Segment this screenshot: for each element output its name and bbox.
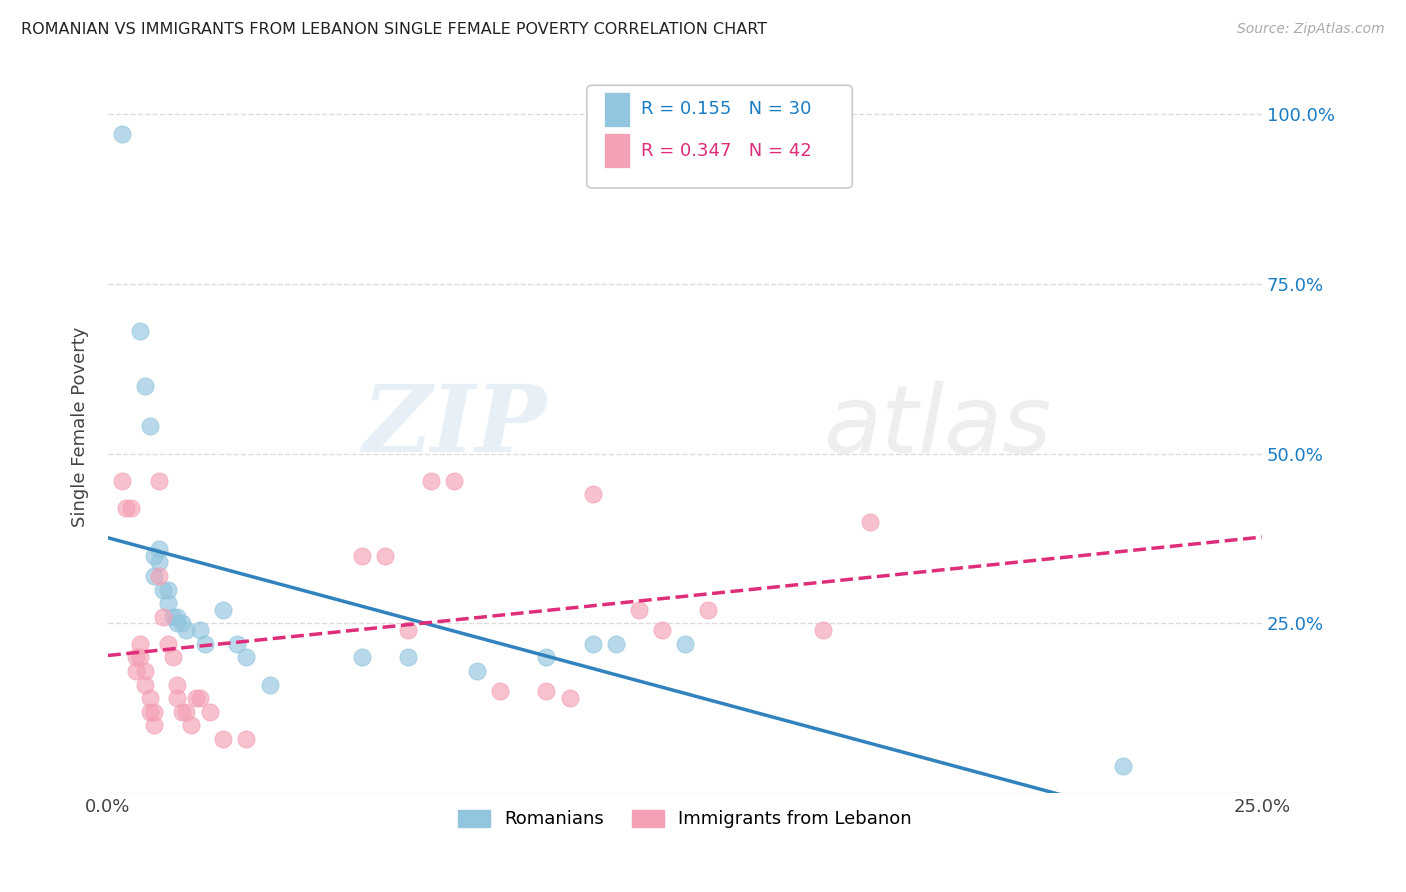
Point (166, 616, 188, 631)
Point (134, 664, 156, 678)
Point (111, 128, 134, 142)
Text: R = 0.347   N = 42: R = 0.347 N = 42 (641, 142, 811, 160)
Point (813, 624, 835, 638)
Point (156, 596, 179, 610)
Point (115, 501, 138, 516)
Point (198, 705, 221, 719)
Point (465, 664, 488, 678)
Point (120, 501, 142, 516)
Text: R = 0.155   N = 30: R = 0.155 N = 30 (641, 101, 811, 119)
Point (673, 637, 696, 651)
Point (582, 487, 605, 501)
Legend: Romanians, Immigrants from Lebanon: Romanians, Immigrants from Lebanon (450, 803, 920, 836)
Point (188, 691, 211, 706)
Point (138, 705, 160, 719)
Point (184, 691, 207, 706)
Point (396, 624, 419, 638)
Point (111, 474, 134, 488)
Bar (605, 92, 630, 127)
Point (605, 637, 627, 651)
Point (697, 603, 720, 617)
Point (156, 637, 179, 651)
Point (170, 616, 193, 631)
Point (558, 691, 581, 706)
Point (536, 650, 558, 665)
Point (212, 731, 235, 746)
Point (582, 637, 605, 651)
Point (180, 718, 202, 732)
Y-axis label: Single Female Poverty: Single Female Poverty (72, 326, 89, 526)
Point (148, 474, 170, 488)
Point (143, 569, 166, 583)
Point (536, 684, 558, 698)
Point (152, 609, 174, 624)
Text: Source: ZipAtlas.com: Source: ZipAtlas.com (1237, 22, 1385, 37)
Point (235, 650, 257, 665)
Point (129, 324, 152, 338)
Point (350, 650, 373, 665)
Point (162, 609, 184, 624)
Point (858, 515, 880, 529)
Point (651, 624, 673, 638)
Point (489, 684, 512, 698)
Bar (605, 133, 630, 169)
Point (129, 637, 152, 651)
Point (396, 650, 419, 665)
Point (143, 705, 166, 719)
Point (1112, 759, 1135, 773)
Point (148, 569, 170, 583)
Point (188, 624, 211, 638)
Text: ROMANIAN VS IMMIGRANTS FROM LEBANON SINGLE FEMALE POVERTY CORRELATION CHART: ROMANIAN VS IMMIGRANTS FROM LEBANON SING… (21, 22, 768, 37)
Point (235, 731, 257, 746)
Point (166, 678, 188, 692)
Point (134, 678, 156, 692)
Point (350, 549, 373, 563)
Point (134, 378, 156, 392)
Point (156, 582, 179, 597)
Point (125, 650, 148, 665)
Point (170, 705, 193, 719)
Point (226, 637, 249, 651)
Point (374, 549, 396, 563)
Point (627, 603, 650, 617)
Text: ZIP: ZIP (363, 382, 547, 472)
Point (176, 705, 198, 719)
Point (143, 718, 166, 732)
Point (148, 541, 170, 556)
Point (212, 603, 235, 617)
Point (129, 650, 152, 665)
Point (148, 555, 170, 569)
FancyBboxPatch shape (586, 86, 852, 188)
Point (125, 664, 148, 678)
Text: atlas: atlas (824, 381, 1052, 472)
Point (143, 549, 166, 563)
Point (166, 691, 188, 706)
Point (166, 609, 188, 624)
Point (420, 474, 443, 488)
Point (152, 582, 174, 597)
Point (259, 678, 281, 692)
Point (194, 637, 217, 651)
Point (443, 474, 465, 488)
Point (138, 419, 160, 434)
Point (176, 624, 198, 638)
Point (162, 650, 184, 665)
Point (138, 691, 160, 706)
